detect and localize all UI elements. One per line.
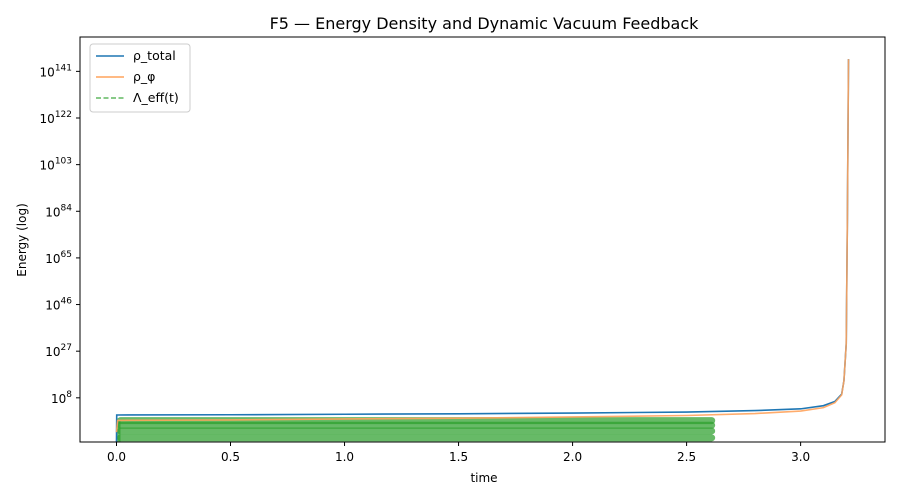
- plot-background: [80, 37, 885, 442]
- series-layer: [115, 59, 850, 442]
- y-axis-label: Energy (log): [15, 203, 29, 276]
- y-tick-label: 108: [51, 390, 72, 406]
- y-axis: 108 1027 1046 1065 1084 10103 10122 10141: [40, 63, 80, 406]
- y-tick-label: 10103: [40, 157, 72, 173]
- series-rho-phi: [115, 59, 850, 433]
- x-tick-label: 2.5: [677, 450, 696, 464]
- chart-title: F5 — Energy Density and Dynamic Vacuum F…: [270, 14, 700, 33]
- x-tick-label: 1.0: [335, 450, 354, 464]
- legend-box: [89, 43, 191, 113]
- plot-frame: [79, 36, 886, 443]
- x-tick-label: 0.5: [221, 450, 240, 464]
- series-clip-group: [115, 59, 850, 442]
- y-tick-label: 1027: [45, 343, 72, 359]
- x-axis: 0.0 0.5 1.0 1.5 2.0 2.5 3.0: [107, 442, 810, 464]
- x-tick-label: 2.0: [563, 450, 582, 464]
- plot-area: [79, 36, 886, 443]
- y-tick-label: 1084: [45, 203, 72, 219]
- legend: ρ_total ρ_φ Λ_eff(t): [89, 43, 191, 113]
- series-lambda-eff: [116, 417, 716, 442]
- x-axis-label: time: [470, 471, 497, 485]
- legend-label-rho-total: ρ_total: [133, 48, 176, 63]
- x-tick-label: 1.5: [449, 450, 468, 464]
- x-tick-label: 0.0: [107, 450, 126, 464]
- y-tick-label: 10122: [40, 110, 72, 126]
- legend-label-lambda-eff: Λ_eff(t): [133, 90, 179, 105]
- x-tick-label: 3.0: [791, 450, 810, 464]
- y-tick-label: 1046: [45, 297, 72, 313]
- y-tick-label: 1065: [45, 250, 72, 266]
- y-tick-label: 10141: [40, 63, 72, 79]
- legend-label-rho-phi: ρ_φ: [133, 69, 155, 84]
